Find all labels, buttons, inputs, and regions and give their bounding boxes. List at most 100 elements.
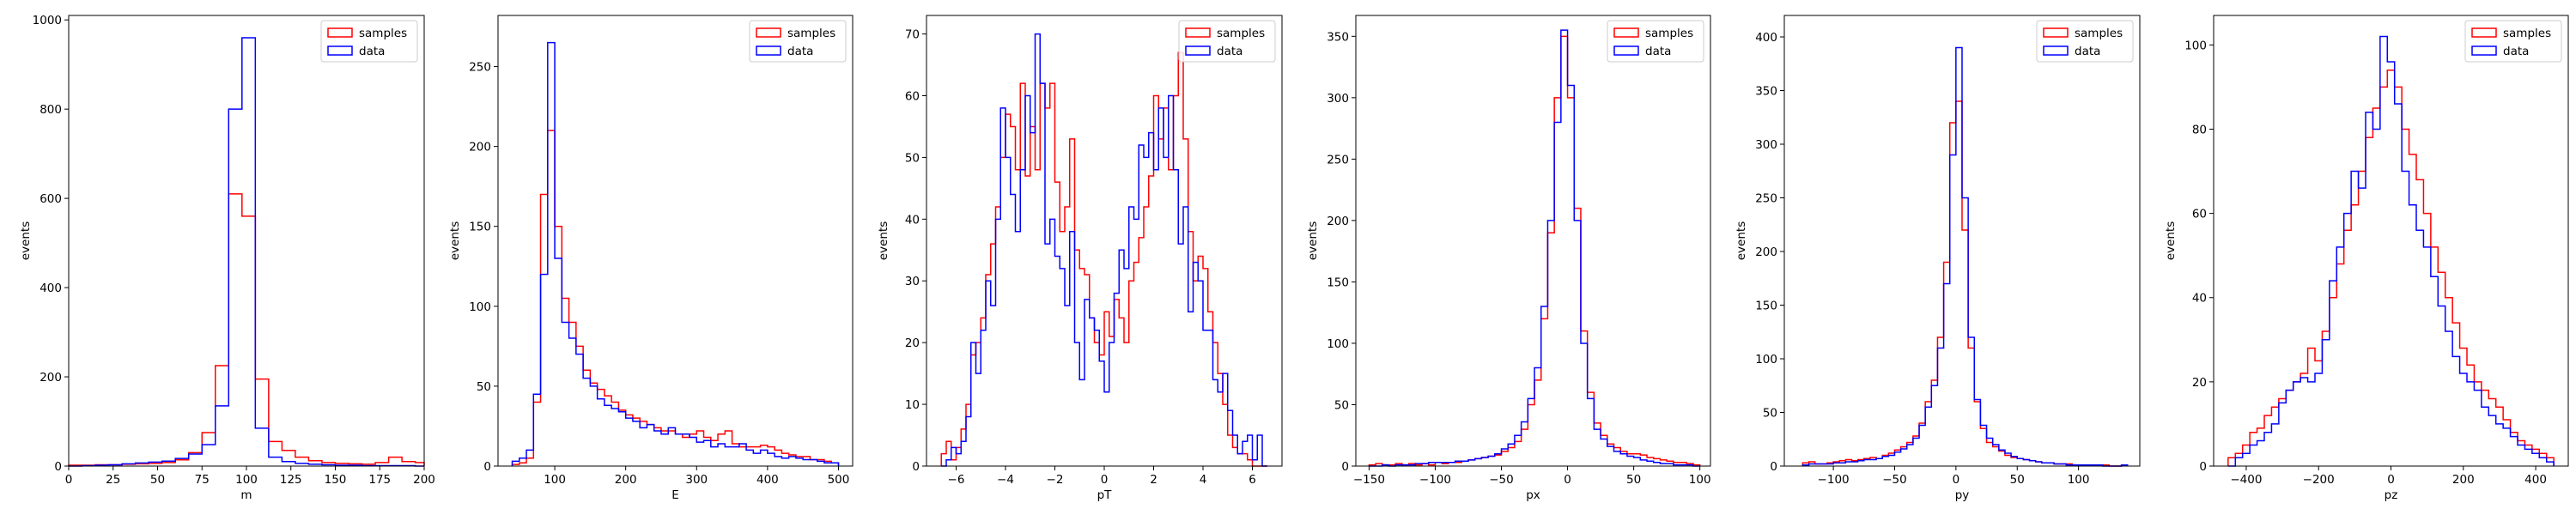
y-tick-label: 150 bbox=[1327, 276, 1349, 289]
legend-label-data: data bbox=[2075, 45, 2100, 58]
legend-label-samples: samples bbox=[359, 27, 407, 40]
y-tick-label: 70 bbox=[905, 28, 920, 42]
x-tick-label: 25 bbox=[106, 473, 120, 487]
y-tick-label: 200 bbox=[39, 371, 62, 385]
legend-label-data: data bbox=[359, 45, 385, 58]
x-axis-label: E bbox=[671, 488, 679, 502]
x-axis-label: m bbox=[240, 488, 252, 502]
x-tick-label: −2 bbox=[1047, 473, 1064, 487]
y-tick-label: 350 bbox=[1327, 30, 1349, 44]
y-tick-label: 0 bbox=[1341, 460, 1349, 474]
axes-frame bbox=[1355, 15, 1711, 467]
y-tick-label: 600 bbox=[39, 192, 62, 206]
series-data-line bbox=[1801, 46, 2129, 467]
legend-label-data: data bbox=[787, 45, 813, 58]
y-tick-label: 1000 bbox=[33, 14, 62, 27]
series-samples-line bbox=[511, 130, 840, 466]
y-axis-label: events bbox=[1735, 221, 1748, 260]
series-data-line bbox=[511, 41, 840, 466]
legend-box bbox=[2036, 20, 2134, 63]
x-axis-label: px bbox=[1526, 488, 1540, 502]
x-axis-label: py bbox=[1955, 488, 1970, 502]
legend-label-samples: samples bbox=[1217, 27, 1265, 40]
y-tick-label: 250 bbox=[469, 61, 491, 75]
chart-panel-4: −150 −100 −50 0 50 100 0 50 100 150 200 250 300 350 px… bbox=[1306, 15, 1711, 502]
legend: samples data bbox=[2036, 20, 2134, 63]
y-tick-label: 200 bbox=[469, 141, 491, 154]
y-tick-label: 50 bbox=[905, 151, 920, 165]
x-tick-label: 100 bbox=[2068, 473, 2090, 487]
legend-label-data: data bbox=[2503, 45, 2529, 58]
x-tick-label: −100 bbox=[1419, 473, 1451, 487]
y-tick-label: 0 bbox=[912, 460, 920, 474]
y-tick-label: 300 bbox=[1755, 138, 1777, 152]
legend-swatch-samples bbox=[1185, 27, 1211, 38]
y-tick-label: 60 bbox=[2192, 208, 2207, 221]
x-tick-label: 200 bbox=[2452, 473, 2475, 487]
legend-label-samples: samples bbox=[1645, 27, 1693, 40]
y-tick-label: 0 bbox=[483, 460, 491, 474]
y-axis-label: events bbox=[1306, 221, 1320, 260]
x-tick-label: 0 bbox=[65, 473, 73, 487]
x-tick-label: 6 bbox=[1249, 473, 1256, 487]
series-data-line bbox=[2227, 35, 2555, 467]
y-tick-label: 40 bbox=[905, 213, 920, 227]
x-tick-label: 175 bbox=[368, 473, 391, 487]
legend: samples data bbox=[2464, 20, 2562, 63]
chart-panel-1: 0 25 50 75 100 125 150 175 200 0 200 400 600 800 1000 m… bbox=[19, 14, 435, 502]
legend-box bbox=[749, 20, 847, 63]
legend-swatch-samples bbox=[2471, 27, 2497, 38]
x-tick-label: 75 bbox=[195, 473, 210, 487]
x-tick-label: 500 bbox=[828, 473, 850, 487]
y-tick-label: 0 bbox=[2199, 460, 2207, 474]
y-tick-label: 400 bbox=[39, 282, 62, 295]
legend-swatch-samples bbox=[2043, 27, 2069, 38]
x-tick-label: −50 bbox=[1489, 473, 1514, 487]
legend-swatch-samples bbox=[1613, 27, 1639, 38]
series-samples-line bbox=[2227, 70, 2555, 466]
axes-frame bbox=[2213, 15, 2569, 467]
series-data-line bbox=[69, 37, 424, 467]
x-tick-label: 0 bbox=[2387, 473, 2395, 487]
x-tick-label: 125 bbox=[280, 473, 302, 487]
y-tick-label: 50 bbox=[1763, 407, 1777, 421]
y-tick-label: 800 bbox=[39, 103, 62, 117]
legend-box bbox=[1607, 20, 1704, 63]
y-tick-label: 350 bbox=[1755, 85, 1777, 99]
chart-panel-5: −100 −50 0 50 100 0 50 100 150 200 250 300 350 400 py e… bbox=[1735, 15, 2141, 502]
axes-frame bbox=[1783, 15, 2141, 467]
y-axis-label: events bbox=[448, 221, 462, 260]
legend: samples data bbox=[320, 20, 418, 63]
y-tick-label: 30 bbox=[905, 275, 920, 288]
x-tick-label: 50 bbox=[150, 473, 165, 487]
y-tick-label: 100 bbox=[469, 300, 491, 314]
x-tick-label: 200 bbox=[615, 473, 637, 487]
axes-frame bbox=[926, 15, 1283, 467]
legend-swatch-samples bbox=[327, 27, 353, 38]
y-axis-label: events bbox=[2164, 221, 2178, 260]
y-tick-label: 10 bbox=[905, 398, 920, 412]
series-data-line bbox=[941, 33, 1267, 467]
y-axis-label: events bbox=[19, 221, 33, 260]
y-tick-label: 100 bbox=[1755, 353, 1777, 367]
legend-label-data: data bbox=[1217, 45, 1242, 58]
series-samples-line bbox=[1801, 100, 2129, 467]
y-tick-label: 250 bbox=[1755, 192, 1777, 206]
series-data-line bbox=[1369, 29, 1700, 467]
y-tick-label: 150 bbox=[469, 221, 491, 234]
x-tick-label: −100 bbox=[1818, 473, 1850, 487]
y-tick-label: 20 bbox=[2192, 376, 2207, 390]
y-tick-label: 400 bbox=[1755, 31, 1777, 45]
legend-swatch-data bbox=[2043, 45, 2069, 56]
x-axis-label: pT bbox=[1097, 488, 1113, 502]
x-tick-label: −200 bbox=[2303, 473, 2335, 487]
x-tick-label: 0 bbox=[1564, 473, 1571, 487]
legend-box bbox=[1178, 20, 1276, 63]
y-tick-label: 80 bbox=[2192, 123, 2207, 136]
x-tick-label: 100 bbox=[1689, 473, 1711, 487]
x-tick-label: 2 bbox=[1150, 473, 1157, 487]
y-tick-label: 0 bbox=[54, 460, 62, 474]
legend: samples data bbox=[1607, 20, 1704, 63]
